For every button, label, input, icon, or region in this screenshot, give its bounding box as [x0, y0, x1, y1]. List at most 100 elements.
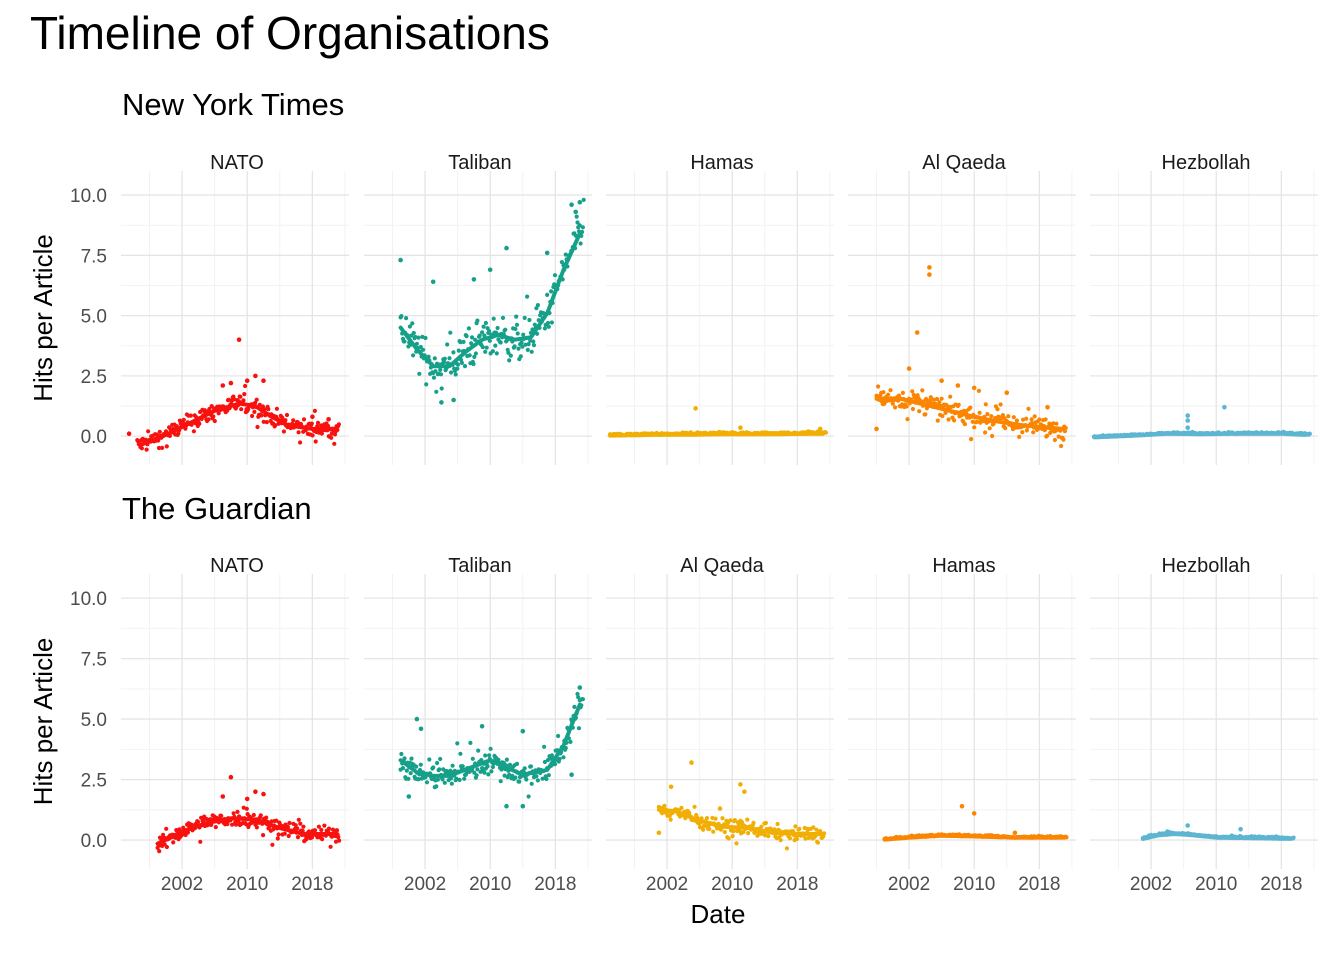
data-point [244, 378, 250, 384]
facet-taliban: Taliban [364, 152, 592, 465]
facet-hezbollah: Hezbollah 2002 2010 2018 [1090, 555, 1318, 895]
facet-hamas: Hamas 2002 2010 2018 [848, 555, 1076, 895]
data-point [464, 334, 469, 339]
x-axis-title: Date [691, 899, 746, 929]
data-point [524, 777, 529, 782]
data-point [559, 260, 565, 265]
data-point [704, 816, 710, 821]
data-point [460, 764, 465, 769]
data-point [483, 753, 488, 758]
data-point [572, 704, 577, 710]
data-point [483, 320, 488, 326]
data-point [577, 223, 582, 228]
x-tick-label: 2010 [226, 874, 268, 895]
data-point [689, 760, 694, 765]
data-point [494, 351, 499, 356]
data-point [876, 384, 881, 389]
data-point [336, 835, 341, 840]
data-point [236, 337, 242, 343]
data-point [238, 394, 243, 399]
data-point [188, 413, 193, 418]
data-point [291, 418, 296, 423]
data-point [453, 372, 458, 377]
data-point [990, 433, 995, 439]
data-point [458, 340, 463, 345]
data-point [157, 849, 162, 854]
x-tick-label: 2010 [469, 874, 511, 895]
data-point [549, 289, 554, 294]
data-point [336, 422, 341, 427]
data-point [479, 724, 485, 729]
data-point [198, 839, 203, 844]
data-point [532, 322, 537, 327]
data-point [500, 315, 506, 320]
data-point [1031, 430, 1036, 435]
data-point [440, 777, 445, 782]
data-point [987, 426, 992, 431]
data-point [1029, 417, 1034, 422]
y-tick-label: 2.5 [81, 771, 107, 792]
trend-line [155, 816, 339, 846]
y-tick-label: 0.0 [81, 831, 107, 852]
data-point [970, 419, 975, 424]
data-point [1020, 430, 1025, 435]
data-point [518, 354, 523, 359]
data-point [480, 330, 485, 335]
trend-line [1092, 431, 1308, 440]
data-point [874, 426, 879, 432]
data-point [811, 825, 816, 830]
data-point [736, 822, 741, 827]
data-point [526, 342, 531, 347]
data-point [467, 353, 472, 358]
data-point [575, 691, 580, 697]
trend-line [656, 807, 824, 836]
data-point [784, 846, 790, 851]
data-point [763, 820, 769, 826]
data-point [437, 767, 442, 772]
data-point [399, 751, 404, 757]
data-point [1011, 415, 1016, 420]
data-point [414, 716, 420, 722]
y-axis-title: Hits per Article [28, 638, 58, 806]
data-point [225, 821, 230, 827]
data-point [1006, 414, 1011, 419]
data-point [935, 418, 940, 423]
data-point [424, 382, 429, 387]
data-point [544, 250, 550, 256]
data-point [503, 327, 508, 332]
data-point [1238, 826, 1243, 832]
data-point [310, 433, 315, 438]
data-point [937, 400, 942, 405]
data-point [513, 775, 518, 780]
data-point [442, 780, 447, 785]
data-point [517, 779, 522, 784]
data-point [734, 841, 739, 846]
data-point [447, 356, 452, 361]
facet-label: Hezbollah [1162, 152, 1251, 174]
data-point [206, 417, 211, 422]
data-point [896, 393, 902, 398]
data-point [510, 773, 515, 779]
data-point [529, 781, 534, 786]
data-point [495, 325, 500, 331]
data-point [578, 241, 583, 246]
data-point [1000, 413, 1006, 418]
data-point [483, 349, 488, 354]
data-point [711, 829, 716, 834]
data-point [701, 827, 706, 832]
data-point [662, 803, 667, 809]
data-point [416, 777, 421, 782]
data-point [282, 831, 287, 836]
data-point [313, 828, 318, 833]
data-point [927, 265, 932, 270]
data-point [207, 406, 212, 412]
data-point [404, 316, 409, 321]
data-point [466, 326, 471, 331]
y-tick-label: 0.0 [81, 427, 107, 448]
data-point [427, 757, 432, 762]
data-point [504, 803, 509, 809]
data-point [717, 806, 723, 811]
data-point [477, 333, 482, 338]
data-point [430, 279, 436, 285]
data-point [197, 421, 202, 426]
